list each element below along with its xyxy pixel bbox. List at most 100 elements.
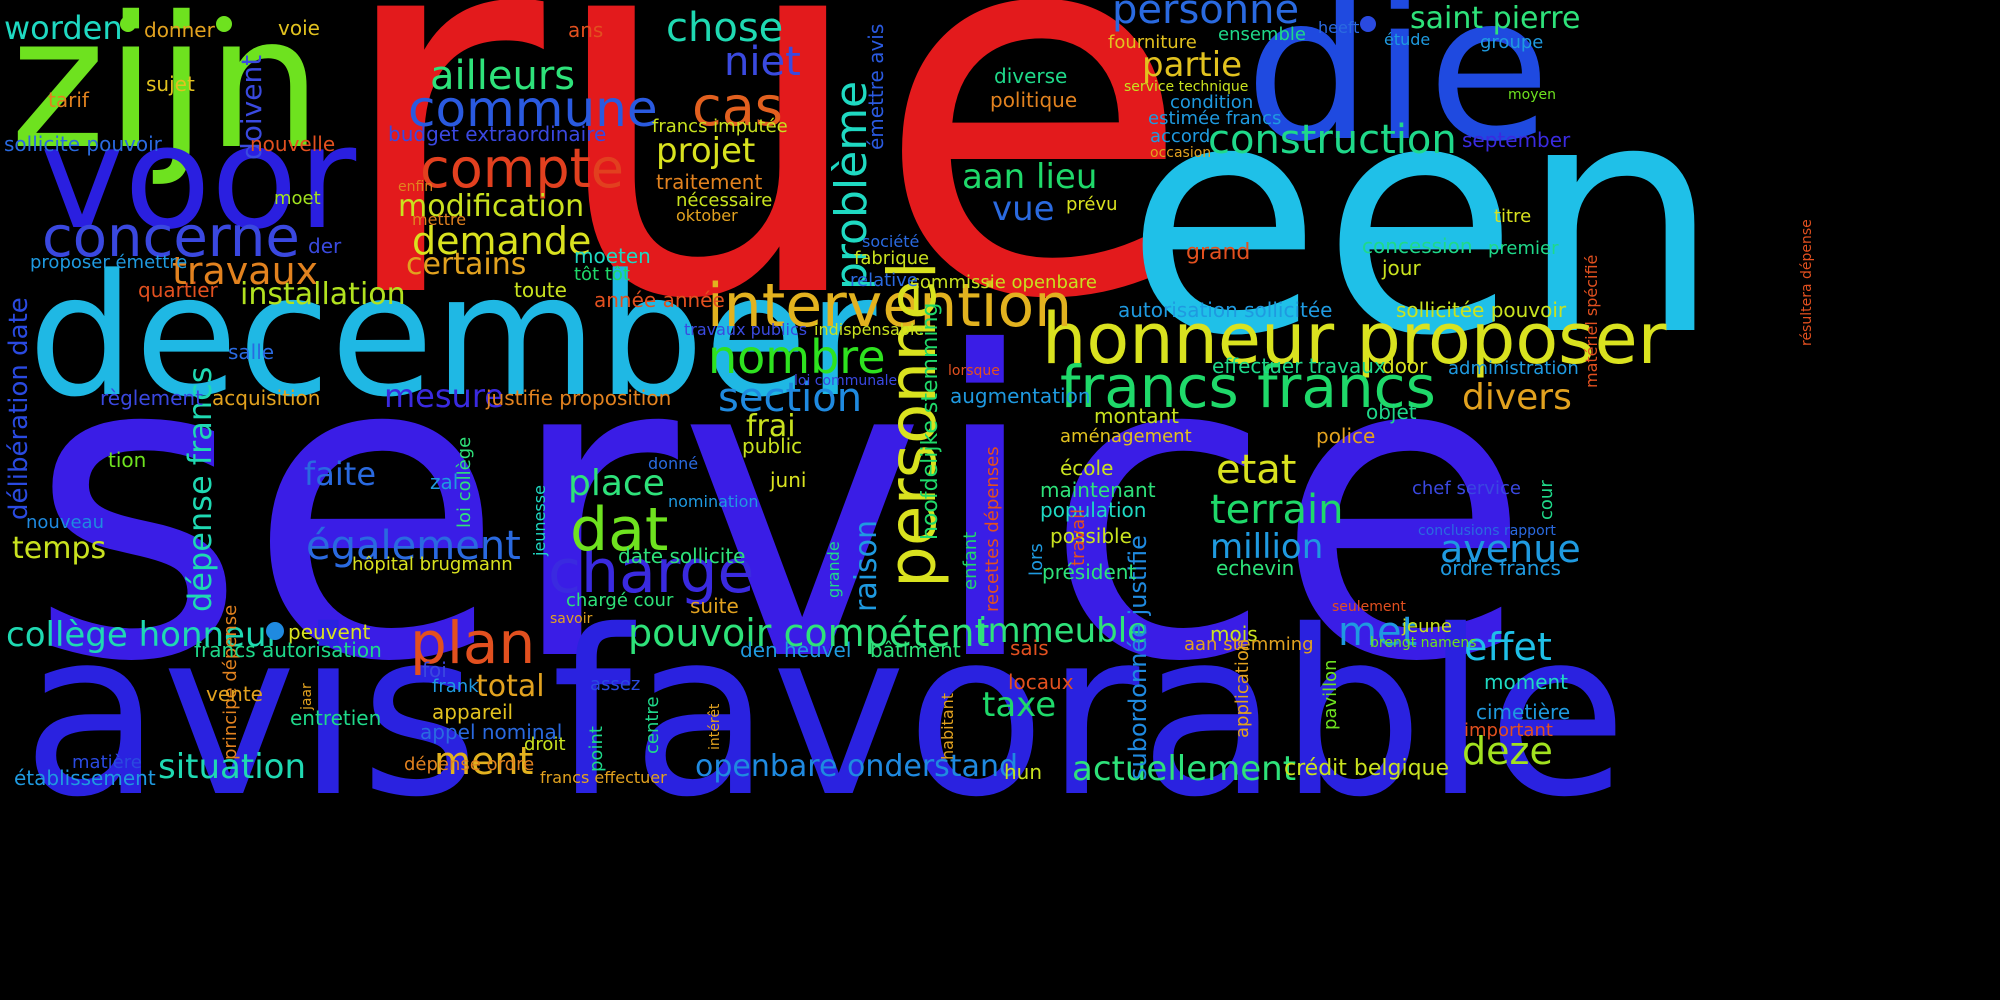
word-conclusions-rapport: conclusions rapport [1418,523,1556,539]
word-depense-ordre: dépense ordre [404,754,535,775]
word-peuvent: peuvent [288,620,371,644]
word-frai: frai [746,409,796,444]
word-cas: cas [692,75,783,138]
word-proposer-emettre: proposer émettre [30,252,188,273]
word-moment: moment [1484,670,1569,694]
word-commissie-openbare: commissie openbare [910,272,1097,293]
word-objet: objet [1366,400,1417,424]
word-actuellement: actuellement [1072,749,1297,789]
word-aan-stemming: aan stemming [1184,634,1314,655]
word-tarif: tarif [48,88,89,112]
word-habitant: habitant [938,692,957,760]
word-suite: suite [690,594,739,618]
word-deze: deze [1462,729,1553,773]
word-montant: montant [1094,404,1180,428]
word-honneur-proposer: honneur proposer [1042,298,1667,380]
word-moet: moet [274,188,321,209]
word-hopital-brugmann: hôpital brugmann [352,554,513,575]
word-travaux: travaux [172,249,319,293]
word-chef-service: chef service [1412,478,1521,499]
word-mesure: mesure [384,377,504,415]
word-foi: foi [422,658,447,682]
word-emettre-avis: émettre avis [864,23,888,150]
word-mettre: mettre [412,210,467,229]
word-jeunesse: jeunesse [530,485,549,556]
word-credit-belgique: crédit belgique [1284,756,1450,781]
word-cour: cour [1536,480,1557,520]
word-vue: vue [992,189,1055,229]
word-zal: zal [430,470,459,494]
word-entretien: entretien [290,706,382,730]
word-ensemble: ensemble [1218,24,1306,45]
word-nouvelle: nouvelle [250,132,336,156]
word-juni: juni [770,468,807,492]
word-compte: compte [420,137,625,200]
word-loi-communale: loi communale [794,373,898,389]
word-charge: charge [548,537,755,607]
word-reglement: règlement [100,386,203,410]
word-population: population [1040,498,1147,522]
word-aan-lieu: aan lieu [962,157,1098,197]
word-frank: frank [432,676,479,697]
word-oktober: oktober [676,206,738,225]
word-service-technique: service technique [1124,79,1249,95]
word-accord: accord [1150,126,1211,147]
word-occasion: occasion [1150,145,1212,161]
word-concession: concession [1362,234,1473,258]
word-demande: demande [412,219,592,263]
word-door: door [1382,354,1428,378]
word-enfin: enfin [398,179,434,195]
word-dat: dat [570,495,669,565]
word-ailleurs: ailleurs [430,53,576,99]
word-augmentation: augmentation [950,384,1091,408]
word-concerne: concerne [42,205,300,270]
word-ecole: école [1060,456,1114,480]
word-brengt-namens: brengt namens [1370,635,1477,651]
word-maintenant: maintenant [1040,478,1156,502]
word-administration: administration [1448,358,1579,379]
word-point: point [586,726,607,772]
word-quartier: quartier [138,278,218,302]
word-sollicite-pouvoir: sollicite pouvoir [4,132,162,156]
word-certains: certains [406,247,527,282]
word-necessaire: nécessaire [676,190,773,211]
word-application: application [1232,638,1253,738]
word-niet: niet [724,39,801,85]
word-service: service [28,265,1533,754]
word-een: een [1125,34,1722,406]
word-jeune: jeune [1402,616,1452,637]
word-commune: commune [408,80,658,138]
word-temps: temps [12,531,107,566]
word-personne: personne [1112,0,1300,33]
word-ans: ans [568,18,604,42]
word-partie: partie [1142,45,1243,85]
word-etat: etat [1216,447,1297,493]
word-modification: modification [398,189,585,224]
word-heeft: heeft [1318,18,1360,37]
word-nomination: nomination [668,492,759,511]
word-travail: travail [1068,508,1089,566]
word-grand: grand [1186,240,1251,265]
word-sollicitee-pouvoir: sollicitée pouvoir [1396,298,1567,322]
word-president: président [1042,560,1137,584]
word-den-heuvel: den heuvel [740,638,852,662]
word-salle: salle [228,340,275,364]
word-installation: installation [240,277,406,312]
word-jour: jour [1382,256,1421,280]
word-chose: chose [666,5,784,51]
dot-4 [266,622,284,640]
word-section: section [718,375,863,421]
word-batiment: bâtiment [870,638,961,662]
word-egalement: également [306,523,521,569]
word-annee-annee: année année [594,288,725,312]
word-charge-cour: chargé cour [566,590,674,611]
word-lorsque: lorsque [948,363,1000,379]
word-relative: relative [850,270,918,291]
word-pavillon: pavillon [1320,659,1341,730]
word-nombre: nombre [708,330,886,384]
word-echevin: echevin [1216,556,1295,580]
word-justifie-proposition: justifie proposition [486,386,672,410]
word-sais: sais [1010,636,1049,660]
word-moyen: moyen [1508,87,1556,103]
